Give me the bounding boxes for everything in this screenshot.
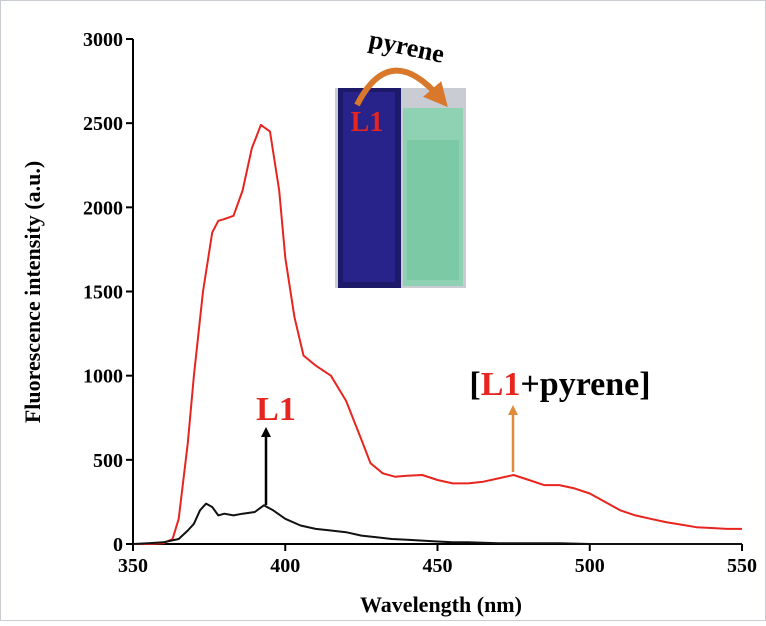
- y-tick-label: 3000: [83, 29, 123, 51]
- x-tick-label: 450: [423, 555, 453, 577]
- x-axis-title: Wavelength (nm): [360, 592, 522, 617]
- x-tick-label: 350: [118, 555, 148, 577]
- y-tick-label: 0: [113, 534, 123, 556]
- complex-label: [L1+pyrene]: [469, 366, 650, 403]
- complex-open: [: [469, 366, 480, 403]
- x-tick-label: 550: [727, 555, 757, 577]
- y-tick-label: 2000: [83, 197, 123, 219]
- y-axis-title: Fluorescence intensity (a.u.): [20, 161, 45, 423]
- inset-pyrene: pyrene: [367, 25, 447, 69]
- x-tick-label: 500: [575, 555, 605, 577]
- y-tick-label: 500: [93, 450, 123, 472]
- x-tick-label: 400: [270, 555, 300, 577]
- complex-l1: L1: [481, 366, 521, 403]
- l1-label: L1: [256, 391, 296, 428]
- series-line: [133, 504, 742, 544]
- complex-rest: +pyrene]: [520, 366, 650, 403]
- y-tick-label: 1000: [83, 366, 123, 388]
- chart: pyrene L1 L1 [L1+pyrene] Wavelength (nm)…: [0, 0, 766, 621]
- inset-l1: L1: [351, 107, 384, 138]
- y-tick-label: 1500: [83, 282, 123, 304]
- y-tick-label: 2500: [83, 113, 123, 135]
